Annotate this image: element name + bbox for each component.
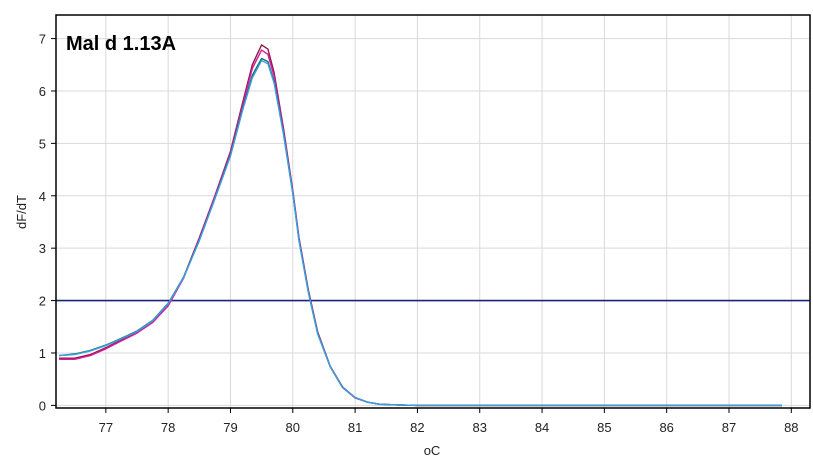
x-tick-label: 77 <box>99 420 113 435</box>
x-axis-label: oC <box>424 443 441 458</box>
x-tick-label: 86 <box>659 420 673 435</box>
x-tick-label: 82 <box>410 420 424 435</box>
x-tick-label: 79 <box>223 420 237 435</box>
y-tick-label: 1 <box>39 346 46 361</box>
x-tick-label: 88 <box>784 420 798 435</box>
x-axis-ticks: 77 78 79 80 81 82 83 84 85 86 87 88 <box>99 408 799 435</box>
y-tick-label: 4 <box>39 189 46 204</box>
series-lines <box>59 44 782 407</box>
y-tick-label: 2 <box>39 294 46 309</box>
y-axis-ticks: 0 1 2 3 4 5 6 7 <box>39 32 56 413</box>
y-tick-label: 0 <box>39 398 46 413</box>
plot-frame <box>55 14 811 409</box>
x-tick-label: 85 <box>597 420 611 435</box>
x-tick-label: 81 <box>348 420 362 435</box>
x-tick-label: 78 <box>161 420 175 435</box>
chart-title: Mal d 1.13A <box>66 33 176 55</box>
y-tick-label: 3 <box>39 241 46 256</box>
x-tick-label: 80 <box>286 420 300 435</box>
series-line-4 <box>59 59 782 407</box>
x-tick-label: 87 <box>722 420 736 435</box>
y-axis-label: dF/dT <box>14 195 29 229</box>
y-tick-label: 5 <box>39 136 46 151</box>
plot-background <box>56 15 810 408</box>
x-tick-label: 83 <box>473 420 487 435</box>
y-tick-label: 7 <box>39 32 46 47</box>
y-tick-label: 6 <box>39 84 46 99</box>
x-tick-label: 84 <box>535 420 549 435</box>
